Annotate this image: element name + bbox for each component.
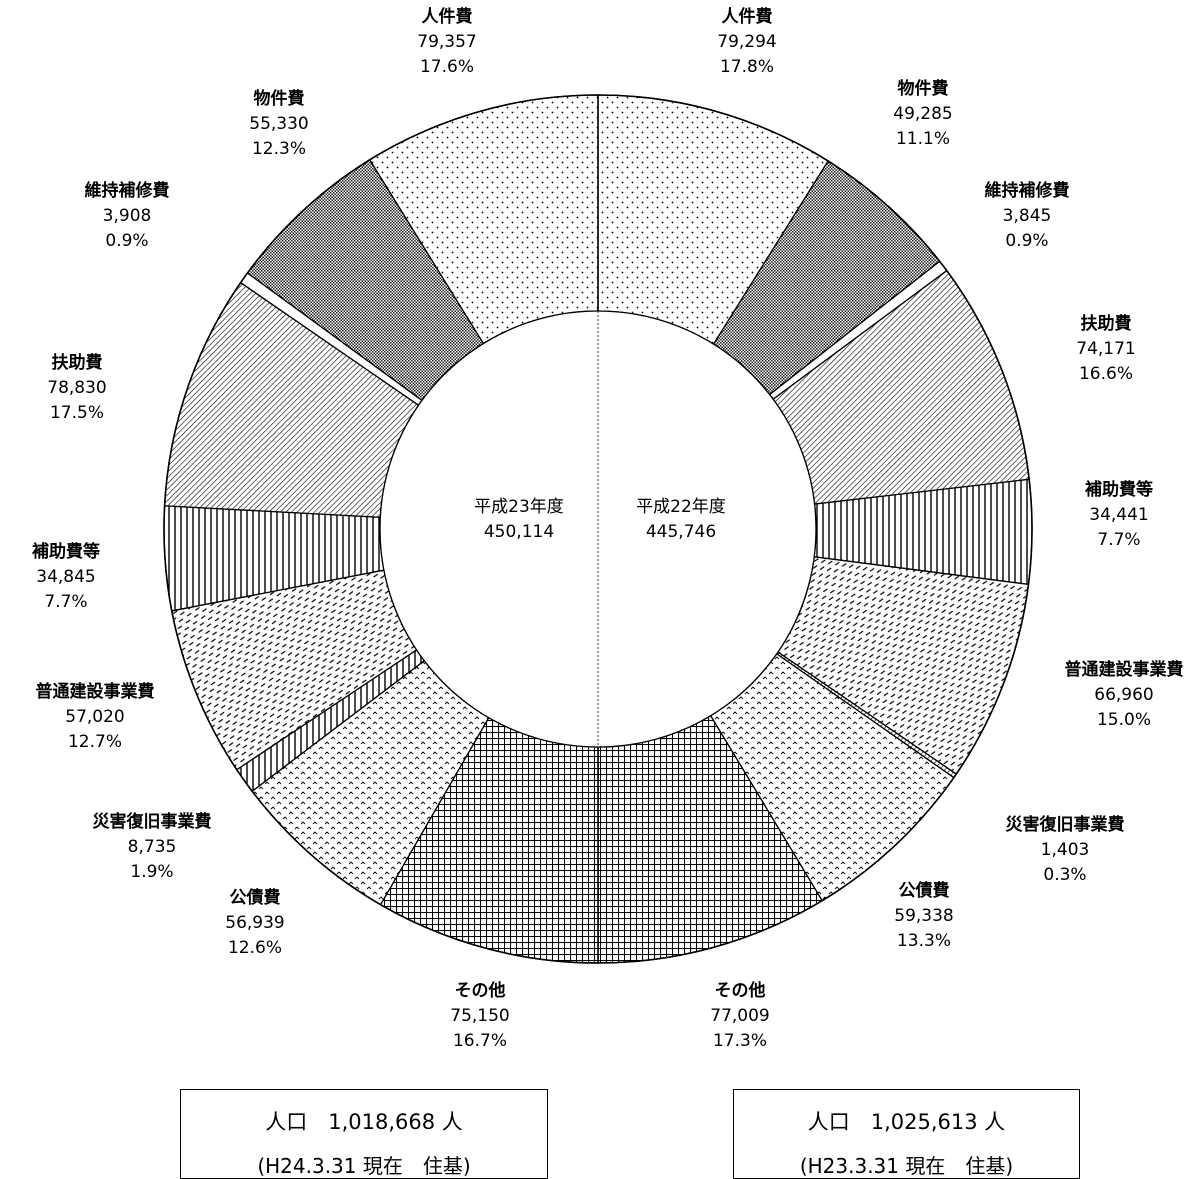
population-left-date: (H24.3.31 現在 住基) [257, 1154, 471, 1178]
slice-label-right-2: 維持補修費 3,845 0.9% [985, 180, 1070, 251]
slice-label-right-7: 公債費 59,338 13.3% [894, 880, 953, 951]
slice-label-left-3: 扶助費 78,830 17.5% [47, 352, 106, 423]
center-labels: 平成23年度 450,114 平成22年度 445,746 [474, 497, 726, 542]
slice-label-right-6: 災害復旧事業費 1,403 0.3% [1006, 814, 1125, 885]
slice-label-left-8: その他 75,150 16.7% [450, 980, 509, 1051]
slice-label-right-0: 人件費 79,294 17.8% [717, 6, 776, 77]
slice-label-left-0: 人件費 79,357 17.6% [417, 6, 476, 77]
slice-label-right-5: 普通建設事業費 66,960 15.0% [1065, 659, 1184, 730]
population-box-left: 人口 1,018,668 人 (H24.3.31 現在 住基) [180, 1089, 548, 1179]
population-left-count: 人口 1,018,668 人 [265, 1110, 463, 1134]
population-right-date: (H23.3.31 現在 住基) [799, 1154, 1014, 1178]
expenditure-comparison-donut: 人件費 79,294 17.8% 物件費 49,285 11.1% 維持補修費 3,845 0.… [31, 6, 1184, 1051]
center-label-left: 平成23年度 450,114 [474, 497, 564, 542]
center-label-right: 平成22年度 445,746 [636, 497, 726, 542]
slice-label-left-4: 補助費等 34,845 7.7% [31, 541, 100, 612]
slice-label-right-1: 物件費 49,285 11.1% [893, 78, 952, 149]
slice-label-left-6: 災害復旧事業費 8,735 1.9% [93, 811, 212, 882]
slice-label-right-4: 補助費等 34,441 7.7% [1084, 479, 1153, 550]
slice-label-right-3: 扶助費 74,171 16.6% [1076, 313, 1135, 384]
slice-labels: 人件費 79,294 17.8% 物件費 49,285 11.1% 維持補修費 3,845 0.… [31, 6, 1184, 1051]
population-box-right: 人口 1,025,613 人 (H23.3.31 現在 住基) [733, 1089, 1080, 1179]
slice-label-left-1: 物件費 55,330 12.3% [249, 88, 308, 159]
donut-dividers [163, 94, 1033, 964]
slice-label-right-8: その他 77,009 17.3% [710, 980, 769, 1051]
population-right-count: 人口 1,025,613 人 [807, 1110, 1006, 1134]
slice-label-left-5: 普通建設事業費 57,020 12.7% [36, 681, 155, 752]
slice-label-left-7: 公債費 56,939 12.6% [225, 887, 284, 958]
donut-slices [163, 94, 1033, 964]
slice-label-left-2: 維持補修費 3,908 0.9% [85, 180, 170, 251]
